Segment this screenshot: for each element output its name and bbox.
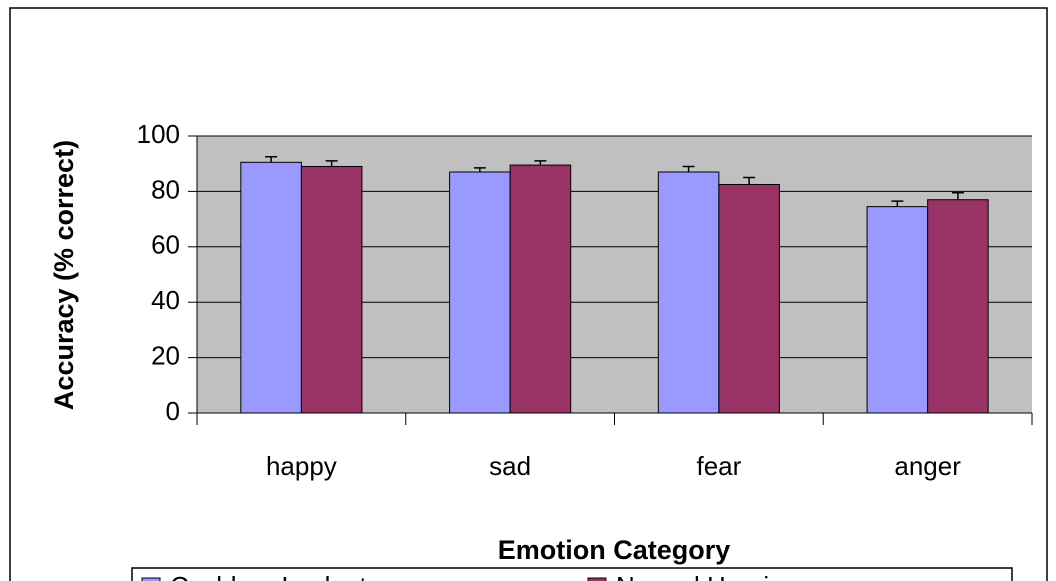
bar [927,199,989,414]
x-axis-label: Emotion Category [498,535,731,565]
error-bar [951,192,964,200]
error-bar [743,176,756,185]
bar [657,171,720,414]
error-bar [534,160,547,166]
bar [240,161,302,414]
error-bar [473,167,486,173]
error-bar [682,165,695,173]
bar [449,171,511,414]
legend-swatch [587,577,607,581]
error-bar [265,156,278,163]
y-tick-label: 80 [151,174,180,204]
x-tick-label: sad [489,451,531,481]
y-tick-label: 60 [151,230,180,260]
bar [718,183,780,414]
error-bar [325,160,338,167]
x-tick-label: fear [696,451,741,481]
y-tick-label: 40 [151,285,180,315]
y-axis-label: Accuracy (% correct) [49,140,79,410]
legend-swatch [141,577,161,581]
bar [866,206,929,414]
legend-label: Cochlear Implant group [170,571,440,581]
y-tick-label: 100 [137,119,180,149]
x-tick-label: happy [266,451,337,481]
bar [509,164,572,414]
x-tick-label: anger [894,451,961,481]
y-tick-label: 0 [166,396,180,426]
legend-box [131,567,1013,581]
y-tick-label: 20 [151,340,180,370]
error-bar [891,200,904,207]
bar [300,165,363,414]
legend-label: Normal Hearing group [616,571,872,581]
